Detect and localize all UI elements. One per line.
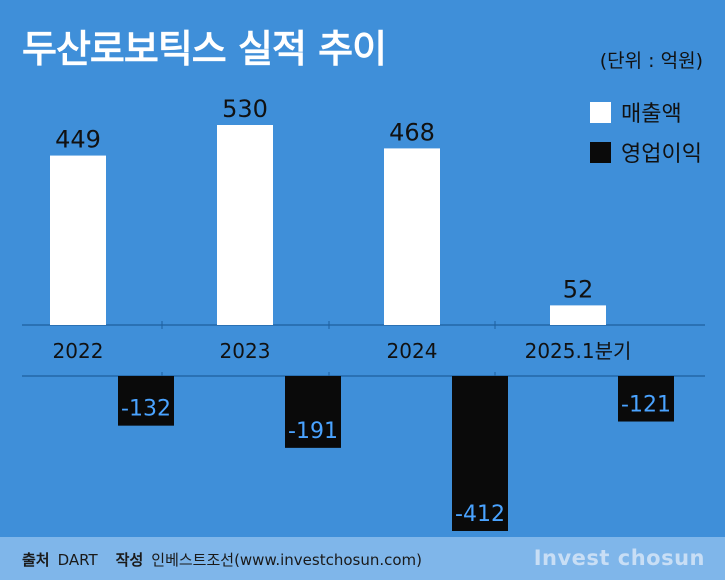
chart-title: 두산로보틱스 실적 추이 [22,27,387,71]
author-label: 작성 [115,551,144,569]
revenue-bar-0 [50,155,106,325]
footer: 출처 DART 작성 인베스트조선(www.investchosun.com) Inv… [0,537,725,580]
operating-profit-value-label-2: -412 [455,502,505,527]
revenue-bar-1 [217,125,273,325]
brand-logo: Invest chosun [533,546,705,570]
operating-profit-bar-2 [452,376,508,531]
revenue-value-label-1: 530 [222,95,268,123]
legend-item-operating-profit: 영업이익 [590,132,702,172]
footer-credits: 출처 DART 작성 인베스트조선(www.investchosun.com) [22,549,422,570]
revenue-bar-2 [384,148,440,325]
legend-item-revenue: 매출액 [590,92,702,132]
operating-profit-bar-1 [285,376,341,448]
revenue-value-label-2: 468 [389,118,435,146]
operating-profit-value-label-3: -121 [621,393,671,418]
source-value: DART [57,551,98,569]
bar-chart: 449 2022 -132 530 2023 -191 468 2024 -412 52 2025.… [22,95,705,531]
category-label-3: 2025.1분기 [525,339,632,363]
unit-label: (단위 : 억원) [599,50,703,72]
category-label-1: 2023 [220,339,271,363]
legend-label-revenue: 매출액 [621,102,682,127]
operating-profit-bar-0 [118,376,174,426]
operating-profit-value-label-1: -191 [288,419,338,444]
revenue-bar-3 [550,305,606,325]
legend: 매출액 영업이익 [590,92,702,172]
operating-profit-bar-3 [618,376,674,422]
category-label-2: 2024 [387,339,438,363]
source-label: 출처 [22,551,50,569]
legend-label-operating-profit: 영업이익 [621,142,702,167]
operating-profit-value-label-0: -132 [121,397,171,422]
category-label-0: 2022 [53,339,104,363]
revenue-value-label-3: 52 [563,275,594,303]
legend-swatch-operating-profit [590,141,611,163]
revenue-value-label-0: 449 [55,126,101,154]
legend-swatch-revenue [590,101,611,123]
author-value: 인베스트조선(www.investchosun.com) [151,551,423,569]
